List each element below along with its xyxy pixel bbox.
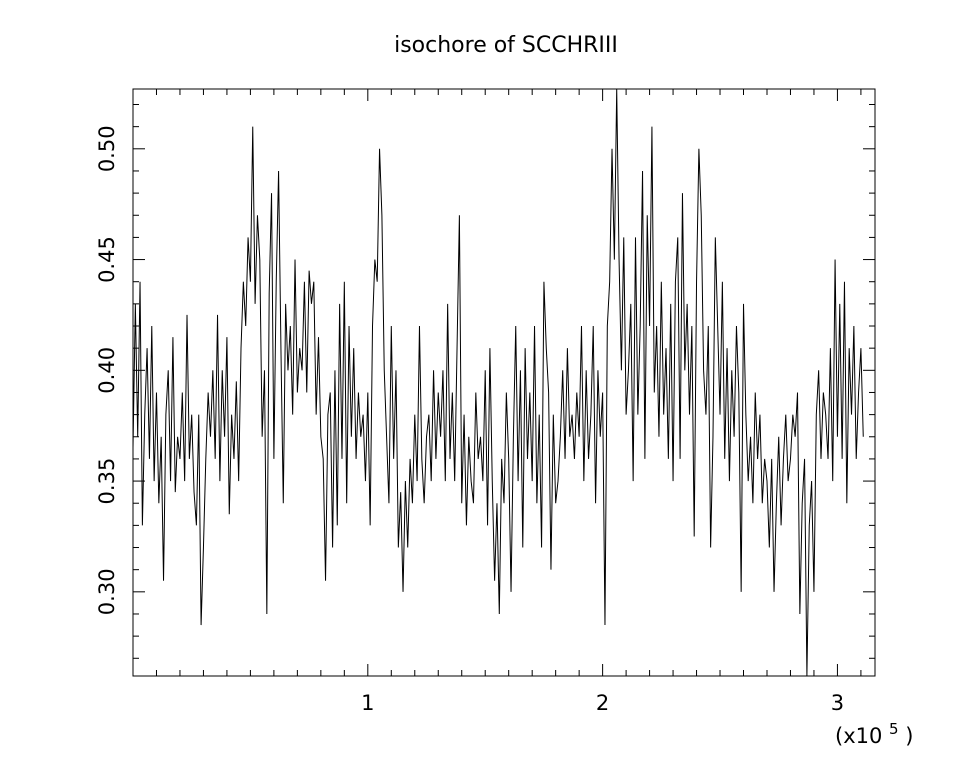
x-scale-suffix: ) [905,724,913,748]
x-scale-exponent: 5 [889,720,899,738]
x-tick-label: 2 [596,691,609,715]
x-tick-label: 3 [831,691,844,715]
major-ticks [133,89,875,676]
plot-frame [132,88,876,677]
y-tick-label: 0.40 [95,347,119,394]
y-tick-label: 0.45 [95,236,119,283]
y-tick-label: 0.50 [95,125,119,172]
y-tick-label: 0.30 [95,568,119,615]
y-tick-label: 0.35 [95,458,119,505]
chart-title: isochore of SCCHRIII [394,33,618,58]
x-tick-labels: 1 2 3 [361,691,844,715]
x-axis-scale-label: (x10 5 ) [835,715,913,748]
y-tick-labels: 0.30 0.35 0.40 0.45 0.50 [95,125,119,615]
x-scale-prefix: (x10 [835,724,882,748]
x-tick-label: 1 [361,691,374,715]
series-line-isochore [132,88,864,677]
minor-ticks [133,89,875,676]
